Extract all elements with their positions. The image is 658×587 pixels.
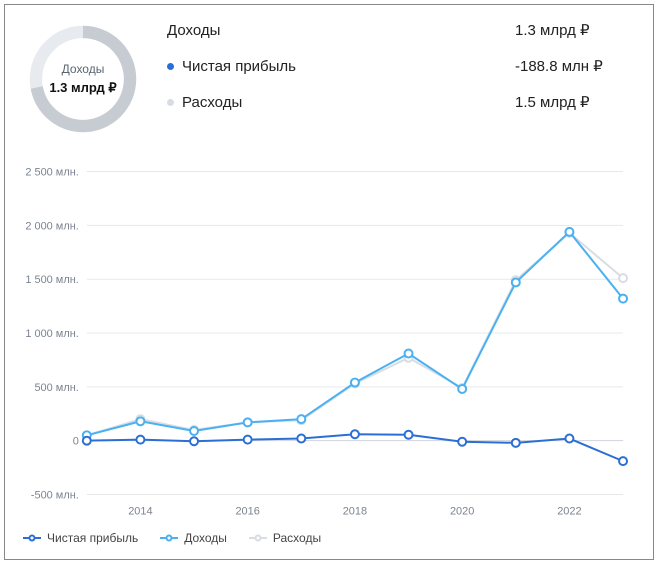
series-marker xyxy=(458,438,466,446)
x-tick-label: 2020 xyxy=(450,505,474,517)
donut-chart: Доходы 1.3 млрд ₽ xyxy=(27,23,139,135)
series-marker xyxy=(244,436,252,444)
series-marker xyxy=(244,418,252,426)
summary-row: Доходы 1.3 млрд ₽ Доходы 1.3 млрд ₽ Чистая… xyxy=(23,17,635,135)
x-tick-label: 2018 xyxy=(343,505,367,517)
series-marker xyxy=(351,430,359,438)
legend-swatch-icon xyxy=(160,537,178,539)
series-marker xyxy=(512,278,520,286)
y-tick-label: -500 млн. xyxy=(31,489,79,501)
x-tick-label: 2016 xyxy=(235,505,259,517)
series-line xyxy=(87,233,623,435)
series-marker xyxy=(190,427,198,435)
series-marker xyxy=(619,274,627,282)
stat-label-wrap: Расходы xyxy=(167,94,515,111)
stat-label: Чистая прибыль xyxy=(182,58,296,75)
series-line xyxy=(87,232,623,435)
legend-label: Чистая прибыль xyxy=(47,531,138,545)
legend-item[interactable]: Расходы xyxy=(249,531,321,545)
y-tick-label: 0 xyxy=(73,436,79,448)
series-marker xyxy=(512,439,520,447)
chart-area: -500 млн. 0 500 млн. 1 000 млн. 1 500 млн. 2 … xyxy=(23,163,635,523)
stat-label-wrap: Чистая прибыль xyxy=(167,58,515,75)
series-marker xyxy=(565,228,573,236)
stat-row: Доходы 1.3 млрд ₽ xyxy=(167,21,635,39)
y-tick-label: 1 500 млн. xyxy=(25,274,78,286)
stat-label: Доходы xyxy=(167,22,220,39)
legend-label: Доходы xyxy=(184,531,227,545)
stat-value: 1.3 млрд ₽ xyxy=(515,21,635,39)
stat-row: Расходы 1.5 млрд ₽ xyxy=(167,93,635,111)
y-tick-label: 1 000 млн. xyxy=(25,328,78,340)
series-marker xyxy=(136,436,144,444)
series-marker xyxy=(297,435,305,443)
legend-item[interactable]: Доходы xyxy=(160,531,227,545)
stats-list: Доходы 1.3 млрд ₽ Чистая прибыль -188.8 млн… xyxy=(167,17,635,111)
series-marker xyxy=(619,457,627,465)
chart-legend: Чистая прибыль Доходы Расходы xyxy=(23,523,635,545)
line-chart: -500 млн. 0 500 млн. 1 000 млн. 1 500 млн. 2 … xyxy=(23,163,635,523)
stat-label: Расходы xyxy=(182,94,242,111)
series-marker xyxy=(405,431,413,439)
stat-row: Чистая прибыль -188.8 млн ₽ xyxy=(167,57,635,75)
legend-label: Расходы xyxy=(273,531,321,545)
finance-card: Доходы 1.3 млрд ₽ Доходы 1.3 млрд ₽ Чистая… xyxy=(4,4,654,560)
stat-label-wrap: Доходы xyxy=(167,22,515,39)
donut-center: Доходы 1.3 млрд ₽ xyxy=(27,23,139,135)
series-marker xyxy=(405,349,413,357)
donut-label: Доходы xyxy=(62,62,105,76)
legend-swatch-icon xyxy=(23,537,41,539)
series-marker xyxy=(565,435,573,443)
legend-item[interactable]: Чистая прибыль xyxy=(23,531,138,545)
y-tick-label: 2 500 млн. xyxy=(25,167,78,179)
series-marker xyxy=(190,437,198,445)
stat-value: 1.5 млрд ₽ xyxy=(515,93,635,111)
donut-container: Доходы 1.3 млрд ₽ xyxy=(23,17,143,135)
series-marker xyxy=(351,379,359,387)
series-marker xyxy=(83,437,91,445)
series-marker xyxy=(458,385,466,393)
series-marker xyxy=(619,295,627,303)
y-tick-label: 500 млн. xyxy=(34,382,78,394)
stat-dot-icon xyxy=(167,63,174,70)
legend-swatch-icon xyxy=(249,537,267,539)
stat-dot-icon xyxy=(167,99,174,106)
stat-value: -188.8 млн ₽ xyxy=(515,57,635,75)
x-tick-label: 2022 xyxy=(557,505,581,517)
donut-value: 1.3 млрд ₽ xyxy=(49,80,116,96)
series-marker xyxy=(136,417,144,425)
series-marker xyxy=(297,415,305,423)
x-tick-label: 2014 xyxy=(128,505,152,517)
y-tick-label: 2 000 млн. xyxy=(25,220,78,232)
